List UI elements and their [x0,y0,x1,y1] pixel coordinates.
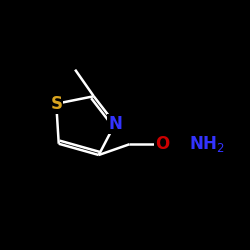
Text: N: N [108,115,122,133]
Text: NH$_2$: NH$_2$ [190,134,225,154]
Text: S: S [50,95,62,113]
Text: O: O [155,135,169,153]
